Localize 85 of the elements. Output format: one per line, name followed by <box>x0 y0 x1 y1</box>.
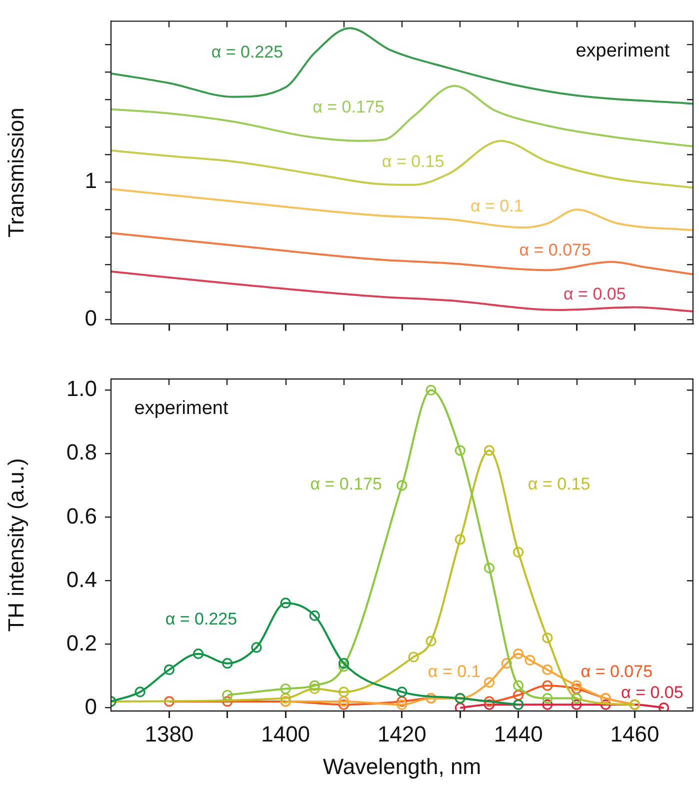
point <box>338 696 350 707</box>
point <box>501 658 512 669</box>
series-label: α = 0.1 <box>428 662 481 681</box>
point <box>571 683 582 694</box>
point <box>426 636 436 646</box>
y-tick-label: 1 <box>84 168 97 194</box>
y-axis-title: TH intensity (a.u.) <box>3 458 28 632</box>
series-label: α = 0.075 <box>519 240 591 260</box>
point <box>222 690 233 700</box>
y-tick-label: 0.8 <box>66 440 97 465</box>
point <box>338 686 350 698</box>
x-tick-label: 1460 <box>610 721 660 746</box>
y-tick-label: 0.4 <box>66 566 97 592</box>
line-series <box>111 188 693 232</box>
point <box>280 683 291 694</box>
point <box>571 680 582 691</box>
point <box>408 652 419 662</box>
line-series <box>111 270 693 312</box>
x-tick-label: 1400 <box>261 721 310 746</box>
y-tick-label: 0 <box>84 694 97 719</box>
point <box>192 648 204 660</box>
point <box>309 680 320 691</box>
point <box>164 664 174 675</box>
x-tick-label: 1440 <box>494 721 543 746</box>
point <box>164 696 174 707</box>
point <box>222 696 233 707</box>
point <box>396 696 408 707</box>
point <box>484 562 495 574</box>
point <box>426 384 436 396</box>
y-tick-label: 0.2 <box>66 630 97 656</box>
point <box>454 702 466 711</box>
point <box>542 699 553 710</box>
point <box>338 658 350 669</box>
series-label: α = 0.15 <box>382 152 444 172</box>
point <box>134 686 146 698</box>
point <box>513 690 524 700</box>
point <box>251 642 262 653</box>
point <box>309 610 320 621</box>
y-axis-title: Transmission <box>3 108 28 238</box>
x-tick-label: 1380 <box>144 721 194 746</box>
x-tick-label: 1420 <box>377 721 426 746</box>
series-label: α = 0.225 <box>165 610 238 629</box>
point <box>309 683 320 694</box>
point <box>454 534 466 545</box>
point <box>600 699 611 710</box>
series-label: α = 0.05 <box>621 682 684 702</box>
series-label: α = 0.15 <box>528 474 590 494</box>
annotation: experiment <box>576 40 670 62</box>
line-series <box>111 232 693 276</box>
point <box>396 699 408 710</box>
point <box>524 654 536 666</box>
point <box>484 445 495 456</box>
point <box>280 692 291 704</box>
point <box>484 696 495 707</box>
x-axis-title: Wavelength, nm <box>322 754 482 779</box>
series-label: α = 0.175 <box>312 97 384 116</box>
y-tick-label: 0 <box>84 306 97 331</box>
point <box>484 677 495 688</box>
point <box>454 445 466 456</box>
point <box>484 699 495 710</box>
y-tick-label: 0.6 <box>66 503 97 528</box>
point <box>338 661 350 672</box>
point <box>571 699 582 710</box>
line-series <box>111 84 693 148</box>
point <box>396 686 408 698</box>
point <box>542 664 553 675</box>
point <box>658 702 670 711</box>
line-series <box>111 140 693 189</box>
series-label: α = 0.1 <box>470 196 524 216</box>
series-label: α = 0.175 <box>310 474 382 494</box>
point <box>542 632 553 644</box>
point <box>396 480 408 491</box>
point <box>280 598 291 608</box>
series-label: α = 0.225 <box>211 42 284 62</box>
point <box>542 680 553 691</box>
point <box>222 658 233 669</box>
y-tick-label: 1.0 <box>66 376 97 402</box>
point <box>513 648 524 660</box>
annotation: experiment <box>134 398 229 420</box>
point <box>338 699 350 710</box>
point <box>542 692 553 704</box>
series-label: α = 0.05 <box>563 284 626 304</box>
point <box>513 680 524 691</box>
series-label: α = 0.075 <box>580 662 653 681</box>
point <box>513 546 524 558</box>
